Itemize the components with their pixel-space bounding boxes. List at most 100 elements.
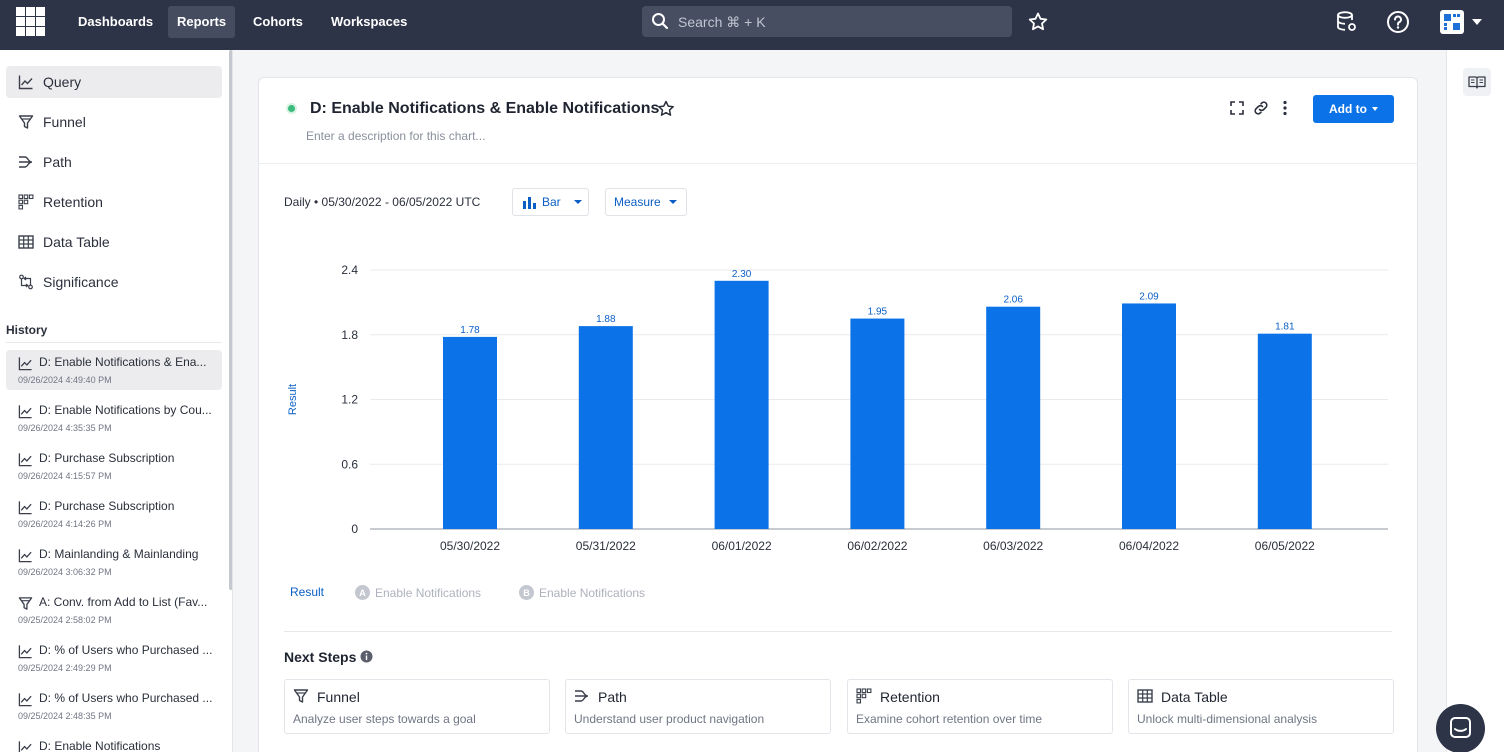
path-icon <box>19 156 33 168</box>
sidebar-item-significance[interactable]: Significance <box>6 266 222 298</box>
link-icon[interactable] <box>1253 100 1269 116</box>
history-divider <box>6 342 222 343</box>
nav-workspaces[interactable]: Workspaces <box>331 14 408 29</box>
favorite-star-icon[interactable] <box>1026 10 1050 34</box>
add-to-label: Add to <box>1329 102 1367 116</box>
workspace-chevron-down-icon[interactable] <box>1472 19 1482 25</box>
sidebar-item-funnel[interactable]: Funnel <box>6 106 222 138</box>
sidebar-item-label: Funnel <box>43 114 86 130</box>
search-input[interactable] <box>678 6 998 37</box>
legend-series-a-label: Enable Notifications <box>375 585 482 600</box>
top-navigation-bar: Dashboards Reports Cohorts Workspaces <box>0 0 1504 50</box>
history-item-title: D: Enable Notifications & Ena... <box>39 355 207 369</box>
funnel-icon <box>293 689 309 703</box>
nav-cohorts[interactable]: Cohorts <box>253 14 303 29</box>
legend-series-b[interactable]: B Enable Notifications <box>519 585 645 600</box>
sidebar-scrollbar[interactable] <box>229 50 232 590</box>
add-to-button[interactable]: Add to <box>1313 95 1394 123</box>
history-item-time: 09/25/2024 2:49:29 PM <box>18 663 112 673</box>
chart-type-label: Bar <box>542 195 561 209</box>
history-item-title: D: Enable Notifications by Cou... <box>39 403 212 417</box>
bar <box>1122 303 1176 529</box>
sidebar-item-path[interactable]: Path <box>6 146 222 178</box>
history-item[interactable]: D: Mainlanding & Mainlanding 09/26/2024 … <box>6 542 222 582</box>
measure-dropdown[interactable]: Measure <box>605 188 687 216</box>
history-item[interactable]: D: Purchase Subscription 09/26/2024 4:14… <box>6 494 222 534</box>
sidebar-item-retention[interactable]: Retention <box>6 186 222 218</box>
next-step-funnel[interactable]: Funnel Analyze user steps towards a goal <box>284 679 550 734</box>
data-label: 2.06 <box>1003 295 1023 306</box>
history-item[interactable]: D: Enable Notifications by Cou... 09/26/… <box>6 398 222 438</box>
next-step-path[interactable]: Path Understand user product navigation <box>565 679 831 734</box>
bar <box>850 318 905 529</box>
bar <box>986 306 1041 529</box>
bar-chart: 0 0.6 1.2 1.8 2.4 Result 1.78 05/30/2022 1.88 05/… <box>287 263 1388 553</box>
history-item-title: D: Enable Notifications <box>39 739 161 752</box>
info-icon[interactable] <box>360 650 373 663</box>
history-item-time: 09/25/2024 2:48:35 PM <box>18 711 112 721</box>
retention-icon <box>856 688 872 704</box>
history-item[interactable]: D: Enable Notifications <box>6 734 222 752</box>
data-label: 1.88 <box>596 314 616 325</box>
next-step-title: Retention <box>880 689 940 705</box>
measure-label: Measure <box>614 195 661 209</box>
history-item[interactable]: D: Enable Notifications & Ena... 09/26/2… <box>6 350 222 390</box>
bar <box>578 326 633 529</box>
more-options-icon[interactable] <box>1277 100 1293 116</box>
chat-icon <box>1450 717 1471 738</box>
legend-series-b-label: Enable Notifications <box>539 585 646 600</box>
history-item[interactable]: A: Conv. from Add to List (Fav... 09/25/… <box>6 590 222 630</box>
fullscreen-icon[interactable] <box>1229 100 1245 116</box>
history-item-title: D: % of Users who Purchased ... <box>39 643 213 657</box>
line-chart-icon <box>18 693 32 707</box>
chart-type-dropdown[interactable]: Bar <box>512 188 589 216</box>
chat-launcher-button[interactable] <box>1436 704 1485 752</box>
bar-chart-icon <box>523 196 536 209</box>
next-step-data-table[interactable]: Data Table Unlock multi-dimensional anal… <box>1128 679 1394 734</box>
next-step-retention[interactable]: Retention Examine cohort retention over … <box>847 679 1113 734</box>
line-chart-icon <box>18 549 32 563</box>
date-range-label[interactable]: Daily • 05/30/2022 - 06/05/2022 UTC <box>284 195 480 209</box>
series-b-badge: B <box>519 585 534 600</box>
sidebar-item-data-table[interactable]: Data Table <box>6 226 222 258</box>
help-icon[interactable] <box>1386 10 1410 34</box>
history-item[interactable]: D: Purchase Subscription 09/26/2024 4:15… <box>6 446 222 486</box>
bar <box>1257 333 1312 529</box>
search-bar[interactable] <box>642 6 1012 37</box>
retention-icon <box>18 194 34 210</box>
chevron-down-icon <box>1372 107 1378 111</box>
next-step-desc: Analyze user steps towards a goal <box>293 712 476 726</box>
legend-series-a[interactable]: A Enable Notifications <box>355 585 481 600</box>
y-tick-label: 1.8 <box>341 328 358 342</box>
legend-result[interactable]: Result <box>290 585 324 599</box>
database-settings-icon[interactable] <box>1334 10 1358 34</box>
history-item-title: D: Mainlanding & Mainlanding <box>39 547 199 561</box>
sidebar-item-query[interactable]: Query <box>6 66 222 98</box>
x-tick-label: 06/02/2022 <box>847 539 907 553</box>
history-item[interactable]: D: % of Users who Purchased ... 09/25/20… <box>6 638 222 678</box>
x-tick-label: 05/30/2022 <box>440 539 500 553</box>
search-icon <box>652 13 669 30</box>
app-logo-icon[interactable] <box>16 7 45 36</box>
status-indicator <box>288 105 295 112</box>
workspace-avatar[interactable] <box>1440 10 1464 34</box>
data-label: 1.95 <box>868 307 888 318</box>
data-label: 1.78 <box>460 325 480 336</box>
next-step-desc: Unlock multi-dimensional analysis <box>1137 712 1318 726</box>
nav-reports[interactable]: Reports <box>168 6 236 38</box>
bar <box>443 336 497 529</box>
history-item[interactable]: D: % of Users who Purchased ... 09/25/20… <box>6 686 222 726</box>
history-item-title: D: % of Users who Purchased ... <box>39 691 213 705</box>
star-icon[interactable] <box>656 99 676 119</box>
nav-dashboards[interactable]: Dashboards <box>78 14 154 29</box>
sidebar-item-label: Retention <box>43 194 103 210</box>
report-title[interactable]: D: Enable Notifications & Enable Notific… <box>310 100 660 117</box>
history-item-time: 09/26/2024 4:14:26 PM <box>18 519 112 529</box>
table-icon <box>1137 689 1153 703</box>
history-item-time: 09/26/2024 4:15:57 PM <box>18 471 112 481</box>
next-steps-heading: Next Steps <box>284 649 357 665</box>
report-description[interactable]: Enter a description for this chart... <box>306 129 486 143</box>
y-tick-label: 0 <box>351 522 358 536</box>
right-rail <box>1446 50 1504 752</box>
docs-button[interactable] <box>1463 68 1491 96</box>
